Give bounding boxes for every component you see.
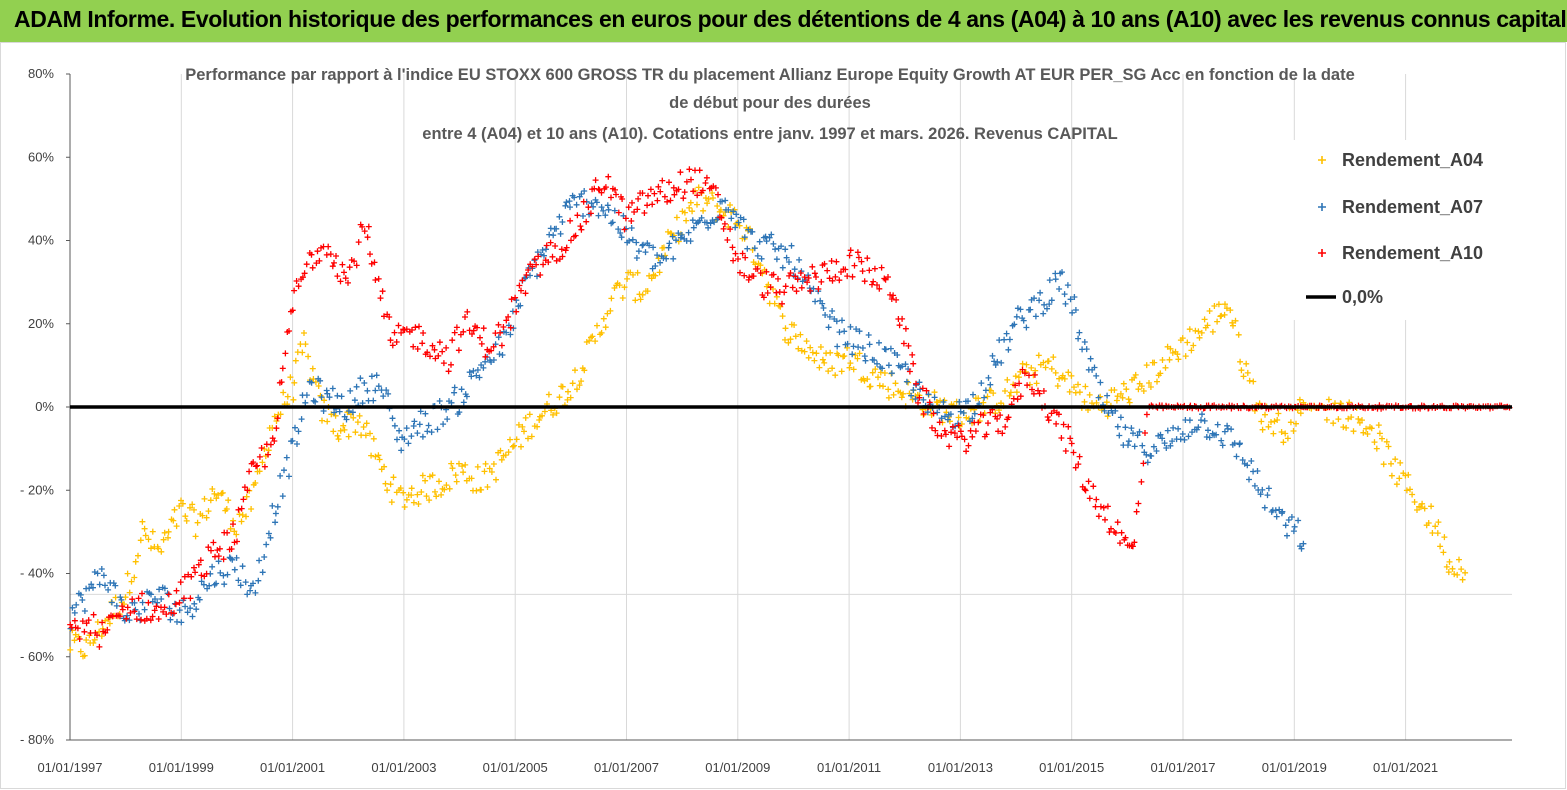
legend-marker [1318,249,1326,257]
chart-title-line: de début pour des durées [669,94,871,112]
y-tick-label: - 60% [20,649,54,664]
series-Rendement_A04 [67,184,1469,660]
y-tick-label: 80% [28,66,54,81]
x-tick-label: 01/01/1999 [149,760,214,775]
title-banner: ADAM Informe. Evolution historique des p… [0,0,1567,42]
y-tick-label: 0% [35,399,54,414]
x-tick-label: 01/01/2009 [705,760,770,775]
legend-marker [1318,156,1326,164]
series-Rendement_A07 [67,188,1307,632]
legend-label: Rendement_A04 [1342,150,1483,170]
data-point-Rendement_A04 [67,184,1469,660]
chart-title: Performance par rapport à l'indice EU ST… [185,66,1355,143]
x-tick-label: 01/01/2015 [1039,760,1104,775]
x-tick-label: 01/01/2017 [1150,760,1215,775]
y-tick-label: 60% [28,149,54,164]
x-tick-label: 01/01/2011 [817,760,881,775]
y-axis-ticks: 80% 60% 40% 20% 0% - 20% - 40% - 60% - 80% [20,66,70,747]
x-tick-label: 01/01/2005 [483,760,548,775]
legend-marker [1318,203,1326,211]
chart-frame [0,42,1566,789]
y-tick-label: - 20% [20,482,54,497]
x-axis-ticks: 01/01/1997 01/01/1999 01/01/2001 01/01/2003… [37,760,1438,775]
legend-label: Rendement_A07 [1342,197,1483,217]
x-tick-label: 01/01/2013 [928,760,993,775]
x-tick-label: 01/01/2001 [260,760,325,775]
legend-label: 0,0% [1342,287,1383,307]
legend-label: Rendement_A10 [1342,243,1483,263]
x-tick-label: 01/01/2019 [1262,760,1327,775]
chart-title-line: Performance par rapport à l'indice EU ST… [185,66,1355,84]
legend-box [1285,140,1510,320]
y-tick-label: 20% [28,316,54,331]
x-tick-label: 01/01/2021 [1373,760,1438,775]
data-point-Rendement_A07 [67,188,1307,632]
legend: Rendement_A04 Rendement_A07 Rendement_A10 0… [1285,140,1510,320]
x-tick-label: 01/01/2003 [371,760,436,775]
y-tick-label: - 40% [20,566,54,581]
chart-title-line: entre 4 (A04) et 10 ans (A10). Cotations… [422,125,1117,143]
y-tick-label: 40% [28,233,54,248]
y-tick-label: - 80% [20,732,54,747]
x-tick-label: 01/01/1997 [37,760,102,775]
banner-title: ADAM Informe. Evolution historique des p… [14,6,1567,32]
x-tick-label: 01/01/2007 [594,760,659,775]
